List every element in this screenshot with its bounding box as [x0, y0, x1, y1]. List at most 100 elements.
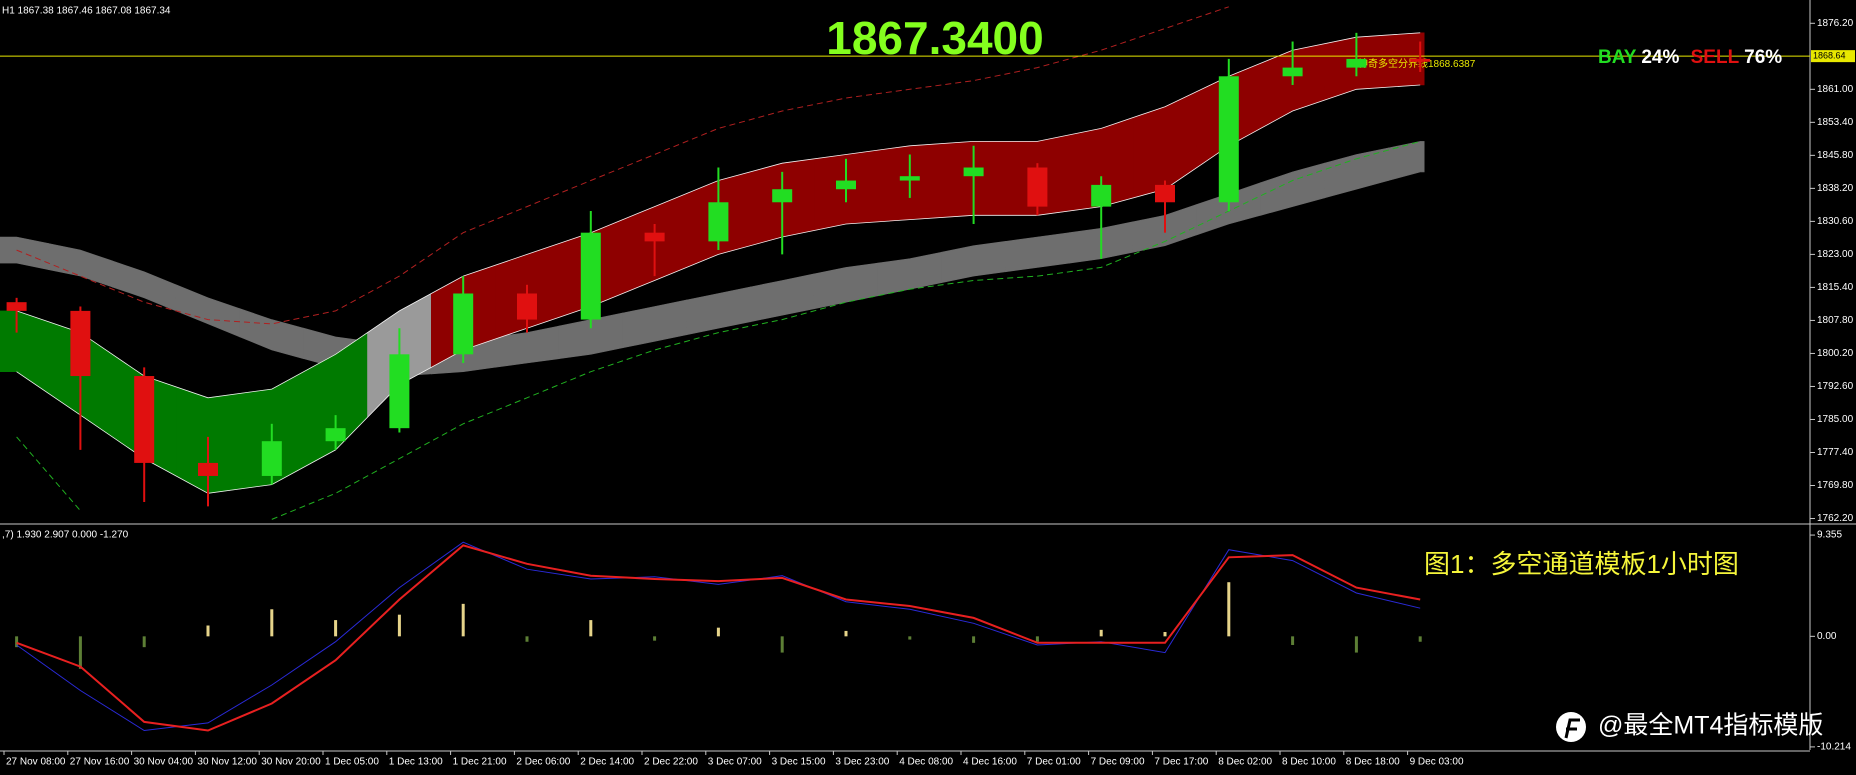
caption: 图1：多空通道模板1小时图	[1424, 549, 1739, 579]
x-tick-label: 30 Nov 04:00	[134, 757, 194, 768]
candle-body	[772, 189, 793, 203]
candle-body	[836, 180, 856, 190]
y-tick-label: 1815.40	[1817, 282, 1854, 293]
histogram-bar	[780, 636, 784, 653]
candle-body	[1218, 76, 1239, 203]
candle-body	[1091, 184, 1112, 207]
x-tick-label: 30 Nov 12:00	[197, 757, 257, 768]
candle-body	[1282, 67, 1303, 77]
histogram-bar	[844, 630, 848, 637]
candles	[6, 32, 1431, 507]
histogram-bar	[15, 636, 19, 648]
histogram-bar	[78, 636, 82, 669]
buy-pct: 24%	[1641, 47, 1679, 68]
y-tick-label: 1853.40	[1817, 117, 1854, 128]
x-tick-label: 8 Dec 10:00	[1282, 757, 1336, 768]
y-tick-label: 1861.00	[1817, 84, 1854, 95]
histogram-bar	[397, 614, 401, 637]
y-tick-label: 1777.40	[1817, 447, 1854, 458]
watermark: @最全MT4指标模版	[1598, 712, 1823, 740]
y-tick-label: 1792.60	[1817, 381, 1854, 392]
level-tag-label: 1868.64	[1813, 51, 1846, 61]
histogram-bar	[716, 627, 720, 637]
histogram-bar	[142, 636, 146, 648]
y-tick-label: 1800.20	[1817, 348, 1854, 359]
histogram-bar	[461, 603, 465, 637]
x-tick-label: 9 Dec 03:00	[1410, 757, 1464, 768]
indicator-header: ,7) 1.930 2.907 0.000 -1.270	[2, 530, 129, 541]
y-tick-label: 1785.00	[1817, 414, 1854, 425]
histogram-bar	[1354, 636, 1358, 653]
candle-body	[708, 202, 729, 242]
buy-label: BAY	[1598, 47, 1637, 68]
indicator-line	[16, 541, 1421, 732]
indicator	[15, 541, 1422, 732]
sell-pct: 76%	[1744, 47, 1782, 68]
channel-lower-edge	[16, 84, 1421, 494]
x-tick-label: 8 Dec 18:00	[1346, 757, 1400, 768]
x-tick-label: 30 Nov 20:00	[261, 757, 321, 768]
candle-body	[261, 441, 282, 476]
level-tag	[1811, 50, 1855, 63]
histogram-bar	[589, 620, 593, 637]
candle-body	[70, 310, 91, 377]
y-tick-label: 1845.80	[1817, 150, 1854, 161]
y-tick-label: 1769.80	[1817, 480, 1854, 491]
candle-body	[899, 176, 920, 181]
candle-body	[1027, 167, 1048, 207]
x-tick-label: 3 Dec 15:00	[772, 757, 826, 768]
histogram-bar	[206, 625, 210, 637]
envelope-line	[16, 6, 1229, 325]
candle-body	[1410, 58, 1431, 62]
x-tick-label: 1 Dec 21:00	[453, 757, 507, 768]
x-tick-label: 27 Nov 08:00	[6, 757, 66, 768]
candle-body	[453, 293, 474, 355]
candle-body	[198, 462, 218, 476]
x-tick-label: 2 Dec 06:00	[516, 757, 570, 768]
x-tick-label: 1 Dec 05:00	[325, 757, 379, 768]
x-tick-label: 4 Dec 08:00	[899, 757, 953, 768]
y-tick-label: 1830.60	[1817, 216, 1854, 227]
x-tick-label: 7 Dec 01:00	[1027, 757, 1081, 768]
histogram-bar	[1291, 636, 1295, 645]
histogram-bar	[1035, 636, 1039, 642]
candle-body	[134, 376, 155, 463]
histogram-bar	[908, 636, 912, 640]
x-tick-label: 2 Dec 14:00	[580, 757, 634, 768]
ma-band	[1388, 141, 1425, 181]
candle-body	[644, 232, 665, 242]
axes: 1876.20 1861.00 1853.40 1845.80 1838.20 1830.…	[3, 18, 1855, 768]
candle-body	[517, 293, 537, 320]
histogram-bar	[270, 609, 274, 637]
envelope-line	[16, 140, 1421, 520]
candle-body	[389, 354, 410, 429]
indicator-line	[16, 544, 1421, 732]
chart-header: H1 1867.38 1867.46 1867.08 1867.34	[2, 6, 171, 17]
histogram-bar	[334, 620, 338, 637]
candle-body	[1346, 58, 1367, 68]
x-tick-label: 7 Dec 09:00	[1091, 757, 1145, 768]
histogram-bar	[1163, 632, 1167, 637]
y-tick-label: 1876.20	[1817, 18, 1854, 29]
sentiment: BAY 24% SELL 76%	[1598, 47, 1782, 68]
y-tick-label: 1762.20	[1817, 513, 1854, 524]
candle-body	[325, 428, 346, 442]
x-tick-label: 1 Dec 13:00	[389, 757, 443, 768]
x-tick-label: 4 Dec 16:00	[963, 757, 1017, 768]
watermark-icon-glyph	[1564, 718, 1580, 739]
histogram-bar	[1227, 582, 1231, 637]
histogram-bar	[1418, 636, 1422, 642]
x-tick-label: 7 Dec 17:00	[1154, 757, 1208, 768]
divider-label: 神奇多空分界线1868.6387	[1358, 57, 1476, 70]
y-tick-label: 1838.20	[1817, 183, 1854, 194]
sell-label: SELL	[1691, 47, 1740, 68]
x-tick-label: 8 Dec 02:00	[1218, 757, 1272, 768]
y-tick-label: -10.214	[1817, 742, 1851, 753]
x-tick-label: 3 Dec 07:00	[708, 757, 762, 768]
x-tick-label: 27 Nov 16:00	[70, 757, 130, 768]
x-tick-label: 3 Dec 23:00	[835, 757, 889, 768]
y-tick-label: 0.00	[1817, 631, 1837, 642]
histogram-bar	[525, 636, 529, 642]
candle-body	[1155, 184, 1175, 203]
